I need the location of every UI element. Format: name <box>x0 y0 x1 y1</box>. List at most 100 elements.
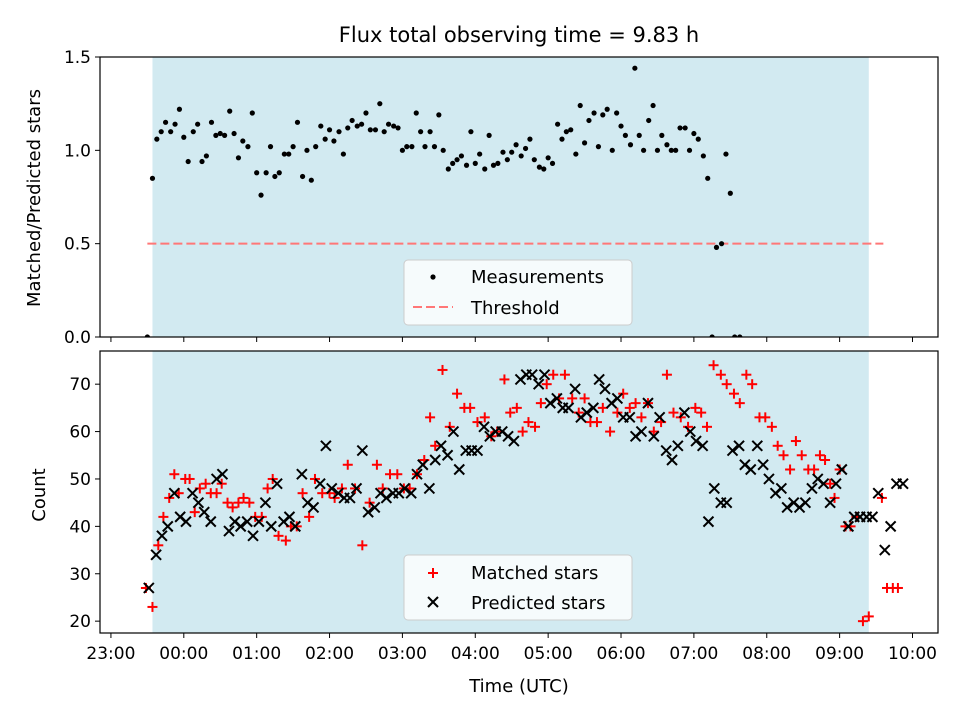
predicted-star-marker <box>690 435 702 447</box>
predicted-star-marker <box>678 406 691 419</box>
measurement-point <box>399 147 406 153</box>
measurement-point <box>304 147 310 153</box>
measurement-point <box>659 132 665 138</box>
measurement-point <box>723 151 729 157</box>
measurement-point <box>391 123 397 129</box>
measurement-point <box>895 0 900 3</box>
predicted-star-marker <box>660 444 672 457</box>
predicted-star-marker <box>653 411 666 424</box>
measurement-point <box>890 0 895 3</box>
matched-star-marker <box>690 402 701 413</box>
legend-matched-label: Matched stars <box>471 563 598 584</box>
measurement-point <box>737 334 743 337</box>
predicted-star-marker <box>599 383 611 395</box>
measurement-point <box>162 119 169 125</box>
measurement-point <box>404 144 410 150</box>
measurement-point <box>477 151 483 157</box>
matched-star-marker <box>863 611 874 622</box>
predicted-star-marker <box>781 501 793 514</box>
measurement-point <box>504 157 510 163</box>
measurement-point <box>586 117 592 124</box>
matched-star-marker <box>559 369 570 380</box>
matched-star-marker <box>636 412 647 423</box>
measurement-point <box>677 125 683 131</box>
predicted-star-marker <box>417 459 429 471</box>
predicted-star-marker <box>775 482 788 495</box>
predicted-star-marker <box>405 487 417 499</box>
predicted-star-marker <box>180 515 192 528</box>
predicted-star-marker <box>247 530 259 542</box>
measurement-point <box>591 110 597 116</box>
matched-star-marker <box>702 421 713 432</box>
count-panel: 20 30 40 50 60 70 23:00 00:00 01:00 02:00 03:00 04:… <box>69 350 939 664</box>
measurement-point <box>764 0 769 3</box>
matched-star-marker <box>591 417 602 428</box>
measurement-point <box>636 132 642 138</box>
predicted-star-marker <box>143 582 155 594</box>
predicted-star-marker <box>156 530 168 542</box>
measurement-point <box>267 144 274 150</box>
measurement-point <box>181 134 187 140</box>
x-tick-label: 00:00 <box>159 644 208 664</box>
matched-star-marker <box>430 440 441 451</box>
matched-star-marker <box>624 402 635 413</box>
measurement-point <box>213 132 219 138</box>
measurement-point <box>819 0 824 3</box>
ratio-panel: 0.0 0.5 1.0 1.5 Measurements Threshold <box>64 0 939 348</box>
measurement-point <box>185 158 191 165</box>
matched-star-marker <box>499 374 510 385</box>
predicted-star-marker <box>453 463 465 476</box>
matched-star-marker <box>760 412 771 423</box>
predicted-star-marker <box>427 596 439 608</box>
matched-star-marker <box>342 459 353 470</box>
predicted-star-marker <box>866 511 879 523</box>
measurement-point <box>792 0 797 3</box>
x-tick-label: 05:00 <box>524 644 573 664</box>
measurement-point <box>641 147 647 153</box>
measurement-point <box>627 142 634 148</box>
measurement-point <box>851 0 856 3</box>
measurement-point <box>778 0 783 3</box>
measurement-point <box>664 142 670 148</box>
predicted-star-marker <box>799 496 812 509</box>
measurement-point <box>249 110 255 116</box>
measurement-point <box>418 129 424 135</box>
matched-star-marker <box>158 511 169 522</box>
matched-star-marker <box>425 412 436 423</box>
measurement-point <box>810 0 815 3</box>
predicted-star-marker <box>897 477 909 490</box>
matched-star-marker <box>211 488 222 499</box>
predicted-star-marker <box>259 496 272 509</box>
measurement-point <box>349 117 355 124</box>
measurement-point <box>769 0 774 3</box>
measurement-point <box>227 108 233 114</box>
matched-star-marker <box>790 436 801 447</box>
matched-star-marker <box>785 464 796 475</box>
measurement-point <box>235 155 242 161</box>
predicted-star-marker <box>702 515 715 528</box>
measurement-point <box>203 153 209 159</box>
measurement-point <box>482 166 488 172</box>
measurement-point <box>760 0 765 3</box>
predicted-star-marker <box>471 444 484 457</box>
matched-star-marker <box>273 530 284 541</box>
y-tick-label: 1.5 <box>64 48 91 68</box>
measurement-point <box>176 106 183 112</box>
measurement-point <box>385 121 392 127</box>
predicted-star-marker <box>223 525 235 537</box>
measurement-point <box>308 177 314 183</box>
matched-star-marker <box>304 511 315 522</box>
measurement-point <box>787 0 792 3</box>
measurement-point <box>395 125 401 131</box>
matched-star-marker <box>222 497 233 508</box>
measurement-point <box>313 144 319 150</box>
measurement-point <box>646 117 652 124</box>
predicted-star-marker <box>478 421 490 433</box>
measurement-point <box>149 175 156 181</box>
predicted-star-marker <box>763 473 775 485</box>
measurement-point <box>549 160 556 166</box>
matched-star-marker <box>728 388 739 399</box>
predicted-star-marker <box>150 549 162 561</box>
measurement-point <box>367 127 373 133</box>
x-tick-label: 04:00 <box>451 644 500 664</box>
